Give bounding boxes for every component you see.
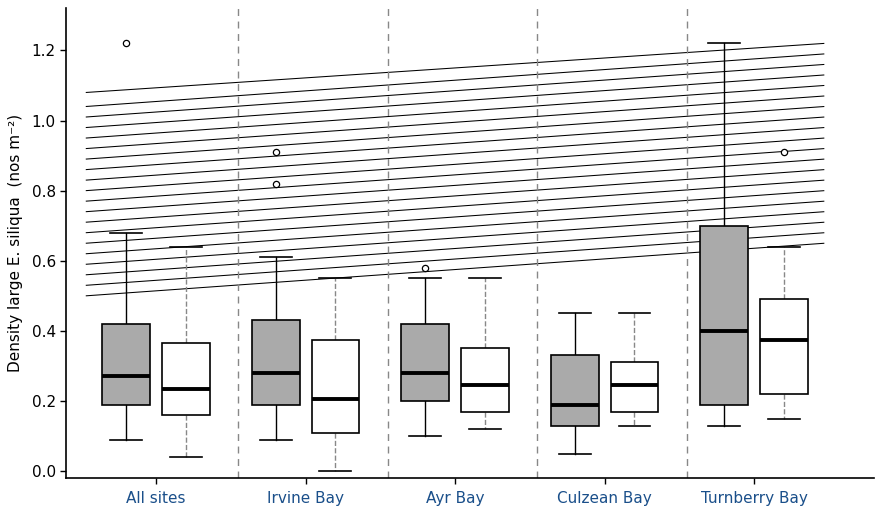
Bar xyxy=(251,320,300,405)
Bar xyxy=(311,340,359,433)
Bar xyxy=(700,226,748,405)
Bar xyxy=(102,324,150,405)
Bar xyxy=(610,362,658,412)
Bar xyxy=(401,324,449,401)
Bar xyxy=(162,343,210,415)
Bar xyxy=(760,299,808,394)
Bar xyxy=(550,356,599,426)
Bar xyxy=(461,348,509,412)
Y-axis label: Density large E. siliqua  (nos m⁻²): Density large E. siliqua (nos m⁻²) xyxy=(8,114,23,372)
